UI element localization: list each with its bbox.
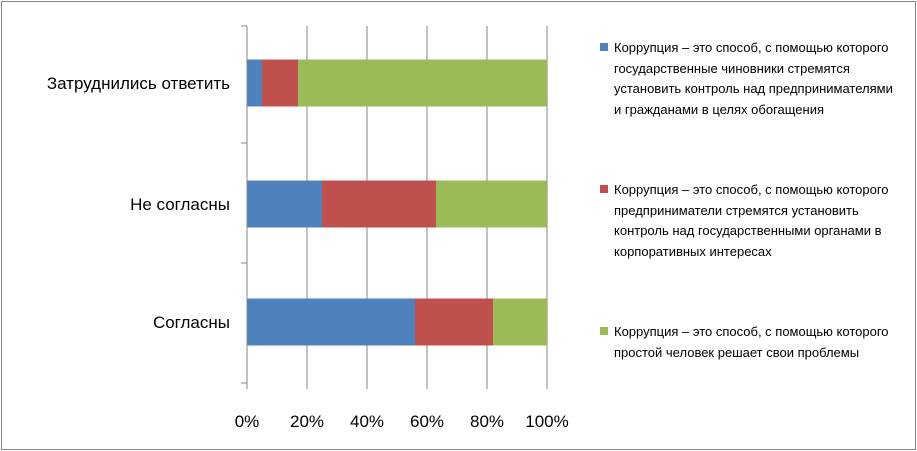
legend-swatch-series-2 [600, 185, 608, 193]
x-tick-label: 40% [350, 412, 384, 431]
bar-segment [247, 59, 262, 107]
bar-segment [262, 59, 298, 107]
x-tick-label: 0% [235, 412, 260, 431]
axes [241, 25, 548, 389]
bar-segment [436, 180, 547, 228]
x-tick-label: 60% [410, 412, 444, 431]
y-category-label: Согласны [153, 313, 230, 332]
legend-swatch-series-3 [600, 327, 608, 335]
legend-label-series-1: Коррупция – это способ, с помощью которо… [614, 40, 893, 117]
bar-segment [247, 180, 322, 228]
bars [247, 59, 547, 346]
legend-label-series-3: Коррупция – это способ, с помощью которо… [614, 324, 889, 360]
y-category-label: Не согласны [130, 195, 230, 214]
bar-segment [298, 59, 547, 107]
x-tick-label: 20% [290, 412, 324, 431]
legend-label-series-2: Коррупция – это способ, с помощью которо… [614, 182, 889, 259]
x-tick-label: 100% [525, 412, 568, 431]
legend-swatch-series-1 [600, 43, 608, 51]
bar-segment [247, 298, 415, 346]
y-category-label: Затруднились ответить [47, 74, 230, 93]
tick-labels: 0% 20% 40% 60% 80% 100% Затруднились ответить Н… [47, 74, 569, 431]
bar-segment [322, 180, 436, 228]
x-tick-label: 80% [470, 412, 504, 431]
bar-segment [415, 298, 493, 346]
bar-segment [493, 298, 547, 346]
